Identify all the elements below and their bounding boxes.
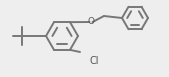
Text: O: O: [88, 17, 94, 26]
Text: Cl: Cl: [90, 56, 100, 66]
